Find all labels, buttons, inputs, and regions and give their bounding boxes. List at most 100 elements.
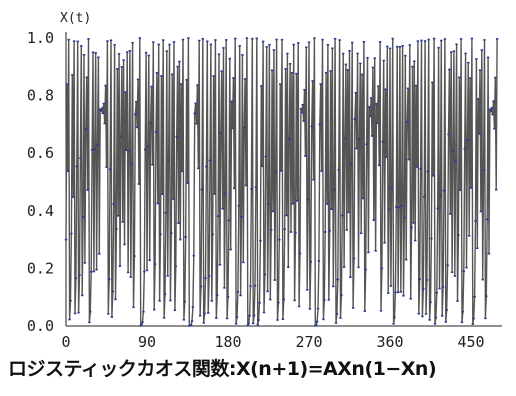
y-tick-label: 0.0 [27, 317, 54, 335]
data-point [414, 84, 418, 87]
data-point [88, 321, 91, 324]
data-point [377, 85, 380, 88]
data-point [191, 306, 195, 308]
data-point [374, 250, 377, 252]
data-point [295, 72, 298, 75]
x-ticks: 0 90 180 270 360 450 [61, 333, 484, 350]
data-point [465, 266, 468, 269]
data-point [252, 322, 255, 325]
data-point [68, 318, 71, 321]
data-point [173, 309, 177, 312]
data-point [469, 187, 473, 189]
data-point [81, 215, 85, 218]
data-point [400, 204, 403, 207]
data-point [165, 50, 168, 52]
data-point [302, 120, 305, 122]
data-point [201, 37, 204, 40]
data-point [86, 189, 89, 191]
data-point [129, 276, 132, 278]
data-point [240, 216, 243, 218]
data-point [338, 39, 341, 41]
data-point [447, 133, 450, 136]
data-point [319, 83, 322, 85]
data-point [422, 288, 425, 290]
data-point [451, 150, 455, 153]
data-point [249, 285, 252, 288]
data-point [375, 102, 378, 105]
data-point [289, 231, 293, 233]
data-point [397, 206, 401, 208]
data-point [332, 285, 335, 288]
data-point [284, 68, 287, 70]
data-point [180, 83, 183, 85]
data-point [342, 266, 346, 268]
data-point [378, 41, 382, 43]
data-point [492, 100, 495, 102]
data-point [442, 189, 446, 192]
data-point [297, 305, 301, 308]
data-point [268, 43, 271, 46]
data-point [410, 226, 413, 229]
data-point [427, 38, 430, 41]
data-point [204, 277, 207, 279]
data-point [244, 184, 248, 187]
data-point [369, 115, 372, 118]
data-point [254, 186, 258, 188]
data-point [185, 78, 188, 81]
data-point [168, 43, 171, 46]
data-point [114, 298, 117, 301]
data-point [256, 323, 259, 326]
data-point [409, 297, 412, 300]
data-point [432, 174, 435, 177]
data-point [162, 317, 166, 319]
data-point [216, 294, 219, 297]
data-point [299, 107, 303, 110]
data-point [247, 322, 250, 325]
data-point [307, 41, 311, 44]
data-point [304, 155, 307, 157]
data-point [260, 85, 263, 87]
data-point [472, 317, 475, 320]
data-point [423, 195, 426, 198]
data-point [317, 260, 321, 262]
data-point [350, 163, 353, 165]
data-point [291, 202, 294, 205]
data-point [478, 69, 482, 72]
data-point [353, 118, 357, 121]
data-point [264, 155, 267, 158]
data-point [111, 290, 114, 293]
data-point [196, 84, 199, 86]
data-point [459, 38, 463, 40]
data-point [163, 293, 167, 295]
data-point [116, 68, 119, 70]
data-point [148, 259, 151, 261]
data-point [65, 83, 69, 85]
data-point [327, 299, 330, 301]
data-point [252, 314, 256, 317]
data-point [389, 285, 393, 287]
data-point [315, 324, 318, 326]
data-point [482, 169, 485, 172]
data-point [125, 149, 128, 151]
data-point [489, 110, 492, 112]
data-point [485, 295, 488, 298]
data-point [455, 43, 458, 46]
data-point [484, 317, 487, 320]
data-point [283, 228, 286, 231]
y-tick-label: 0.6 [27, 144, 54, 162]
data-point [132, 306, 135, 309]
chart: 0.0 0.2 0.4 0.6 0.8 1.0 0 90 180 270 360 450 X(t) [27, 11, 502, 350]
data-point [250, 188, 253, 190]
data-point [441, 315, 444, 317]
data-point [245, 37, 249, 39]
data-point [222, 47, 225, 49]
data-point [170, 232, 173, 234]
data-point [253, 284, 257, 287]
data-point [399, 291, 402, 293]
data-point [207, 312, 210, 314]
data-point [270, 229, 273, 232]
data-point [270, 69, 274, 72]
y-tick-label: 0.8 [27, 87, 54, 105]
data-point [460, 321, 464, 324]
data-point [315, 320, 319, 323]
